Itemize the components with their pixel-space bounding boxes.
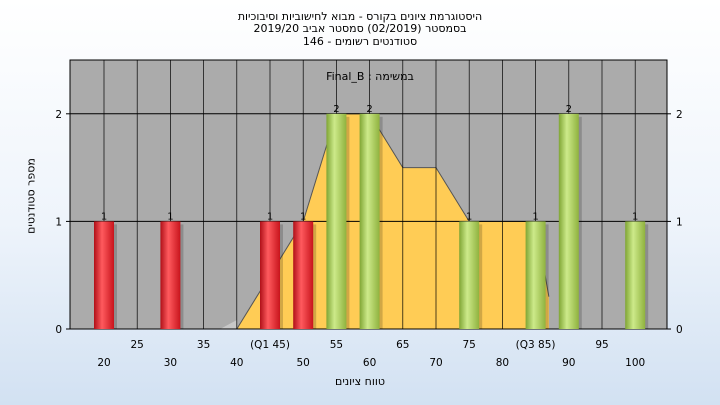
bar-90 — [558, 113, 579, 329]
y-tick-label-left: 2 — [55, 109, 62, 121]
x-tick-label-lower: 70 — [429, 357, 442, 369]
x-tick-label-lower: 50 — [297, 357, 310, 369]
x-tick-label-lower: 60 — [363, 357, 376, 369]
bar-value-label-55: 2 — [333, 104, 339, 115]
y-tick-label-right: 2 — [676, 109, 683, 121]
x-tick-label-upper: 55 — [330, 339, 343, 351]
bar-value-label-100: 1 — [632, 211, 638, 222]
y-axis-label: מספר סטודנטים — [24, 158, 38, 234]
bar-60 — [359, 113, 380, 329]
x-tick-label-upper: 95 — [595, 339, 608, 351]
bar-value-label-75: 1 — [466, 211, 472, 222]
x-tick-label-upper: 25 — [131, 339, 144, 351]
bar-value-label-20: 1 — [101, 211, 107, 222]
bar-value-label-90: 2 — [566, 104, 572, 115]
bar-value-label-60: 2 — [366, 104, 372, 115]
bar-50 — [293, 221, 314, 329]
x-tick-label-lower: 20 — [97, 357, 110, 369]
bar-100 — [625, 221, 646, 329]
bar-value-label-30: 1 — [167, 211, 173, 222]
bar-30 — [160, 221, 181, 329]
distribution-area-left-tail — [220, 320, 237, 329]
x-tick-label-lower: 100 — [625, 357, 645, 369]
chart-title-line-1: היסטוגרמת ציונים בקורס - מבוא לחישוביות … — [237, 10, 483, 23]
bar-85 — [525, 221, 546, 329]
y-tick-label-right: 1 — [676, 216, 683, 228]
y-tick-label-left: 0 — [55, 324, 62, 336]
bar-20 — [94, 221, 114, 329]
chart-title-line-3: סטודנטים רשומים - 146 — [302, 35, 418, 48]
chart-subtitle: במשימה : Final_B — [326, 70, 414, 83]
bar-75 — [459, 221, 480, 329]
bar-value-label-50: 1 — [300, 211, 306, 222]
x-tick-label-upper: 65 — [396, 339, 409, 351]
x-tick-label-lower: 40 — [230, 357, 243, 369]
x-tick-label-lower: 30 — [164, 357, 177, 369]
x-tick-label-upper: (Q3 85) — [516, 339, 556, 351]
x-axis-label: טווח ציונים — [335, 375, 385, 388]
x-tick-label-lower: 90 — [562, 357, 575, 369]
bar-45 — [260, 221, 280, 329]
bar-value-label-85: 1 — [532, 211, 538, 222]
x-tick-label-lower: 80 — [496, 357, 509, 369]
x-tick-label-upper: 75 — [463, 339, 476, 351]
bar-55 — [326, 113, 347, 329]
x-tick-label-upper: 35 — [197, 339, 210, 351]
bar-value-label-45: 1 — [267, 211, 273, 222]
y-tick-label-right: 0 — [676, 324, 683, 336]
chart-title-line-2: בסמסטר (02/2019) סמסטר אביב 2019/20 — [253, 22, 467, 35]
x-tick-label-upper: (Q1 45) — [250, 339, 290, 351]
y-tick-label-left: 1 — [55, 216, 62, 228]
